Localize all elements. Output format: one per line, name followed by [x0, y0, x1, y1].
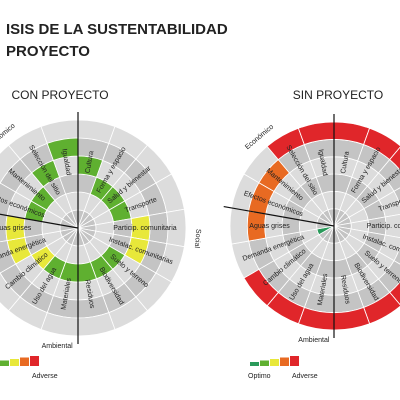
ring-cell	[393, 187, 400, 207]
sector-label: Particip. comunitaria	[113, 225, 177, 232]
legend-swatch	[30, 356, 39, 366]
legend-high: Adverse	[292, 373, 318, 380]
title: ISIS DE LA SUSTENTABILIDAD	[6, 21, 228, 38]
dimension-label: Social	[193, 229, 202, 249]
dimension-label: Ambiental	[298, 337, 330, 344]
legend-low: Optimo	[248, 373, 271, 380]
legend-swatch	[290, 356, 299, 366]
legend-swatch	[20, 357, 29, 366]
wheel-subtitle: CON PROYECTO	[11, 88, 108, 102]
level-cell	[389, 146, 400, 171]
ring-cell	[229, 207, 250, 245]
legend-high: Adverse	[32, 373, 58, 380]
sector-label: Aguas grises	[249, 223, 290, 230]
sector-label: Igualdad	[60, 148, 72, 176]
sector-label: Cultura	[340, 151, 351, 175]
wheel-subtitle: SIN PROYECTO	[293, 88, 383, 102]
sector-label: Cultura	[85, 150, 96, 174]
title: PROYECTO	[6, 43, 90, 60]
legend-swatch	[250, 362, 259, 366]
ring-cell	[0, 272, 21, 312]
dimension-divider	[0, 213, 79, 229]
dimension-label: Ambiental	[42, 343, 74, 350]
legend-swatch	[280, 357, 289, 366]
legend-swatch	[10, 359, 19, 366]
sector-label: Particip. comunitaria	[367, 223, 400, 230]
legend-swatch	[270, 359, 279, 366]
legend-swatch	[0, 360, 9, 366]
sector-label: Igualdad	[317, 149, 329, 177]
legend-swatch	[260, 360, 269, 366]
sector-label: Aguas grises	[0, 225, 32, 232]
dimension-divider	[223, 205, 335, 227]
